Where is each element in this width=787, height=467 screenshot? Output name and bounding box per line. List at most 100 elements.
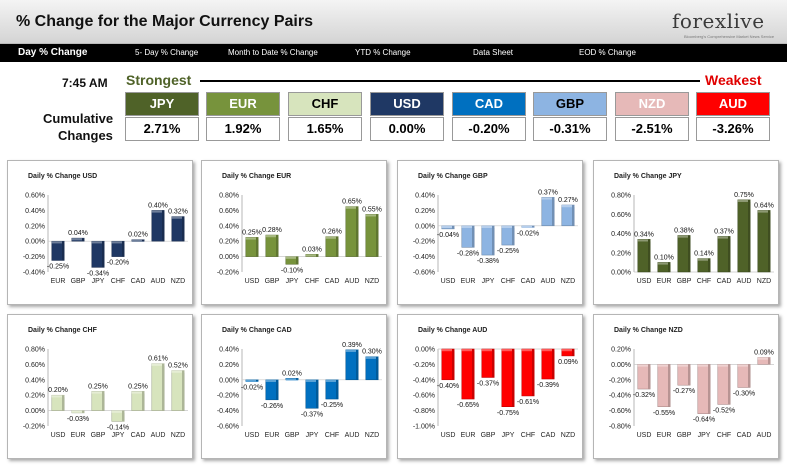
data-label: -0.04%: [437, 232, 459, 239]
tile-name-jpy: JPY: [125, 92, 199, 116]
data-label: 0.39%: [342, 342, 362, 349]
bar-gbp-cad: [521, 225, 535, 228]
x-tick-label: JPY: [92, 278, 105, 285]
bar-usd-chf: [111, 240, 125, 257]
data-label: -0.02%: [517, 230, 539, 237]
bar-jpy-usd: [637, 239, 651, 273]
cumulative-label: Cumulative: [43, 111, 114, 126]
x-tick-label: NZD: [561, 432, 575, 439]
data-label: 0.40%: [148, 202, 168, 209]
y-tick-label: -0.80%: [413, 408, 435, 415]
x-tick-label: USD: [637, 278, 652, 285]
chart-panel-gbp: Daily % Change GBP -0.60% -0.40% -0.20% 0.00…: [397, 160, 583, 305]
y-tick-label: 0.60%: [25, 362, 45, 369]
y-tick-label: -0.60%: [413, 270, 435, 277]
bar-eur-cad: [325, 236, 339, 257]
data-label: 0.37%: [538, 189, 558, 196]
tile-value-nzd: -2.51%: [615, 117, 689, 141]
y-tick-label: -0.60%: [217, 424, 239, 431]
nav-day-change[interactable]: Day % Change: [18, 47, 88, 58]
data-label: -0.27%: [673, 388, 695, 395]
nav-ytd-change[interactable]: YTD % Change: [355, 48, 411, 57]
bar-gbp-jpy: [481, 225, 495, 256]
y-tick-label: 0.60%: [219, 208, 239, 215]
data-label: -0.75%: [497, 410, 519, 417]
x-tick-label: CAD: [717, 278, 732, 285]
y-tick-label: 0.00%: [415, 223, 435, 230]
chart-title-cad: Daily % Change CAD: [222, 327, 292, 334]
bar-jpy-eur: [657, 262, 671, 273]
nav-month-to-date[interactable]: Month to Date % Change: [228, 48, 318, 57]
x-tick-label: EUR: [71, 432, 86, 439]
bar-cad-chf: [325, 379, 339, 400]
x-tick-label: CAD: [737, 432, 752, 439]
data-label: 0.32%: [168, 209, 188, 216]
chart-panel-cad: Daily % Change CAD -0.60% -0.40% -0.20% 0.00…: [201, 314, 387, 459]
nav-5day-change[interactable]: 5- Day % Change: [135, 48, 199, 57]
x-tick-label: AUD: [151, 432, 166, 439]
data-label: 0.04%: [68, 230, 88, 237]
y-tick-label: -0.40%: [23, 270, 45, 277]
bar-aud-nzd: [561, 348, 575, 357]
x-tick-label: AUD: [345, 432, 360, 439]
tile-name-nzd: NZD: [615, 92, 689, 116]
y-tick-label: -0.40%: [413, 254, 435, 261]
chart-title-aud: Daily % Change AUD: [418, 327, 487, 334]
chart-aud: Daily % Change AUD-1.00%-0.80%-0.60%-0.4…: [413, 327, 578, 439]
logo-tagline: Bloomberg's Comprehensive Market News Se…: [684, 34, 775, 39]
nav-bar: Day % Change 5- Day % Change Month to Da…: [0, 44, 787, 62]
tile-name-usd: USD: [370, 92, 444, 116]
data-label: -0.32%: [633, 392, 655, 399]
bar-eur-gbp: [265, 234, 279, 257]
data-label: 0.75%: [734, 192, 754, 199]
x-tick-label: GBP: [677, 278, 692, 285]
x-tick-label: CAD: [521, 278, 536, 285]
x-tick-label: NZD: [171, 432, 185, 439]
bar-chf-gbp: [91, 391, 105, 411]
tile-name-aud: AUD: [696, 92, 770, 116]
x-tick-label: CHF: [325, 432, 339, 439]
data-label: -0.34%: [87, 270, 109, 277]
nav-eod-change[interactable]: EOD % Change: [579, 48, 636, 57]
bar-cad-gbp: [285, 378, 299, 381]
x-tick-label: JPY: [482, 278, 495, 285]
data-label: 0.03%: [302, 246, 322, 253]
data-label: -0.52%: [713, 407, 735, 414]
data-label: -0.65%: [457, 402, 479, 409]
changes-label: Changes: [58, 128, 113, 143]
y-tick-label: -0.20%: [413, 362, 435, 369]
y-tick-label: -0.20%: [23, 424, 45, 431]
data-label: -0.37%: [301, 411, 323, 418]
x-tick-label: NZD: [365, 432, 379, 439]
x-tick-label: USD: [51, 432, 66, 439]
chart-panel-chf: Daily % Change CHF -0.20% 0.00% 0.20% 0.40% 0…: [7, 314, 193, 459]
chart-panel-usd: Daily % Change USD -0.40% -0.20% 0.00% 0.20%…: [7, 160, 193, 305]
strength-rule: [200, 80, 700, 82]
x-tick-label: CHF: [697, 278, 711, 285]
x-tick-label: JPY: [502, 432, 515, 439]
tile-name-chf: CHF: [288, 92, 362, 116]
y-tick-label: -1.00%: [413, 424, 435, 431]
x-tick-label: USD: [245, 278, 260, 285]
x-tick-label: EUR: [657, 432, 672, 439]
chart-title-jpy: Daily % Change JPY: [614, 173, 682, 180]
y-tick-label: 0.00%: [611, 362, 631, 369]
x-tick-label: AUD: [345, 278, 360, 285]
x-tick-label: NZD: [757, 278, 771, 285]
chart-title-gbp: Daily % Change GBP: [418, 173, 488, 180]
nav-data-sheet[interactable]: Data Sheet: [473, 48, 514, 57]
x-tick-label: CHF: [111, 278, 125, 285]
data-label: -0.61%: [517, 399, 539, 406]
x-tick-label: CHF: [521, 432, 535, 439]
x-tick-label: AUD: [757, 432, 772, 439]
y-tick-label: 0.60%: [25, 193, 45, 200]
bar-cad-aud: [345, 349, 359, 381]
data-label: -0.39%: [537, 382, 559, 389]
chart-panel-jpy: Daily % Change JPY 0.00% 0.20% 0.40% 0.60% 0.…: [593, 160, 779, 305]
chart-panel-aud: Daily % Change AUD -1.00% -0.80% -0.60% -0.4…: [397, 314, 583, 459]
chart-title-chf: Daily % Change CHF: [28, 327, 98, 334]
chart-gbp: Daily % Change GBP -0.60% -0.40% -0.20% 0.00…: [413, 173, 578, 285]
x-tick-label: EUR: [51, 278, 66, 285]
data-label: 0.25%: [88, 383, 108, 390]
data-label: -0.25%: [497, 248, 519, 255]
